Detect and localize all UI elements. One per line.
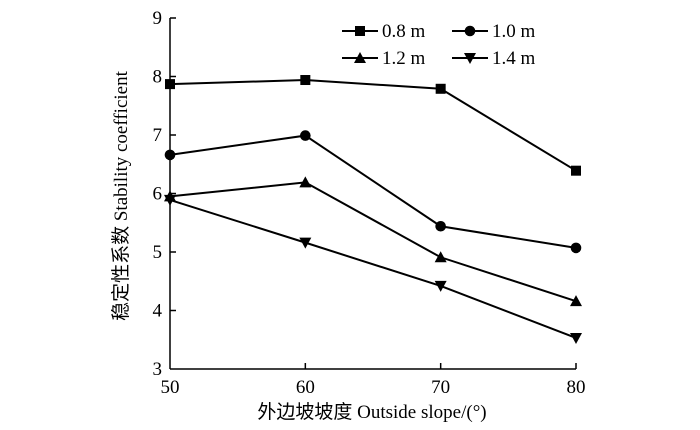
data-point bbox=[300, 75, 311, 86]
axes bbox=[169, 18, 576, 370]
data-point bbox=[435, 83, 446, 94]
y-axis-ticks: 3 4 5 6 7 8 9 bbox=[153, 8, 176, 380]
legend-label: 1.2 m bbox=[382, 48, 426, 69]
data-point bbox=[299, 237, 312, 249]
legend: 0.8 m 1.0 m 1.2 m 1.4 m bbox=[342, 21, 536, 69]
x-axis-title: 外边坡坡度 Outside slope/(°) bbox=[257, 401, 486, 423]
x-tick-label: 60 bbox=[296, 377, 315, 398]
series-line bbox=[169, 198, 577, 339]
series-line bbox=[169, 79, 577, 172]
legend-item: 1.0 m bbox=[452, 21, 536, 42]
legend-marker bbox=[464, 53, 476, 64]
data-point bbox=[165, 79, 175, 90]
legend-marker bbox=[464, 25, 476, 37]
y-axis-title: 稳定性系数 Stability coefficient bbox=[110, 70, 132, 320]
data-point bbox=[299, 176, 312, 188]
data-point bbox=[434, 251, 447, 263]
legend-label: 1.4 m bbox=[492, 48, 536, 69]
series-2 bbox=[164, 130, 582, 254]
x-tick-label: 70 bbox=[431, 377, 450, 398]
data-point bbox=[164, 194, 176, 206]
series-3 bbox=[164, 176, 582, 307]
data-point bbox=[570, 295, 582, 307]
series-4 bbox=[164, 194, 582, 344]
data-point bbox=[164, 149, 176, 161]
legend-item: 1.4 m bbox=[452, 48, 536, 69]
data-point bbox=[570, 242, 582, 254]
legend-label: 0.8 m bbox=[382, 21, 426, 42]
y-tick-label: 6 bbox=[153, 184, 163, 205]
y-tick-label: 9 bbox=[153, 8, 163, 29]
y-tick-label: 5 bbox=[153, 242, 163, 263]
series-group bbox=[164, 75, 582, 344]
y-tick-label: 8 bbox=[153, 67, 163, 88]
x-tick-label: 80 bbox=[567, 377, 586, 398]
legend-label: 1.0 m bbox=[492, 21, 536, 42]
series-1 bbox=[165, 75, 581, 176]
legend-item: 0.8 m bbox=[342, 21, 426, 42]
data-point bbox=[434, 280, 447, 292]
data-point bbox=[571, 165, 581, 176]
legend-marker bbox=[355, 26, 365, 36]
series-line bbox=[169, 181, 577, 303]
data-point bbox=[570, 332, 582, 344]
legend-item: 1.2 m bbox=[342, 48, 426, 69]
y-tick-label: 7 bbox=[153, 125, 163, 146]
data-point bbox=[300, 130, 311, 141]
data-point bbox=[435, 220, 446, 232]
x-tick-label: 50 bbox=[161, 377, 180, 398]
y-tick-label: 4 bbox=[153, 301, 163, 322]
series-line bbox=[169, 134, 577, 249]
x-axis-ticks: 50 60 70 80 bbox=[161, 363, 586, 398]
legend-marker bbox=[354, 52, 366, 63]
y-tick-label: 3 bbox=[153, 359, 163, 380]
